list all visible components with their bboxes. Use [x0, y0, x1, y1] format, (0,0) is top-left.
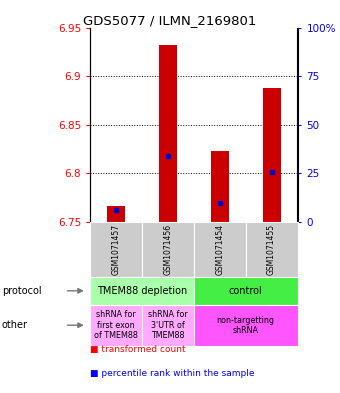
Text: non-targetting
shRNA: non-targetting shRNA: [217, 316, 275, 335]
Text: GDS5077 / ILMN_2169801: GDS5077 / ILMN_2169801: [83, 14, 257, 27]
Text: ■ transformed count: ■ transformed count: [90, 345, 186, 354]
Bar: [211, 151, 229, 222]
Text: GSM1071454: GSM1071454: [215, 224, 224, 275]
Bar: [107, 206, 125, 222]
Bar: [262, 88, 280, 222]
Text: GSM1071456: GSM1071456: [164, 224, 172, 275]
Text: other: other: [2, 320, 28, 330]
Text: ■ percentile rank within the sample: ■ percentile rank within the sample: [90, 369, 255, 378]
Text: shRNA for
3'UTR of
TMEM88: shRNA for 3'UTR of TMEM88: [148, 310, 188, 340]
Bar: [159, 45, 177, 222]
Text: shRNA for
first exon
of TMEM88: shRNA for first exon of TMEM88: [94, 310, 138, 340]
Text: GSM1071455: GSM1071455: [267, 224, 276, 275]
Text: control: control: [229, 286, 262, 296]
Text: GSM1071457: GSM1071457: [112, 224, 120, 275]
Text: protocol: protocol: [2, 286, 41, 296]
Text: TMEM88 depletion: TMEM88 depletion: [97, 286, 187, 296]
